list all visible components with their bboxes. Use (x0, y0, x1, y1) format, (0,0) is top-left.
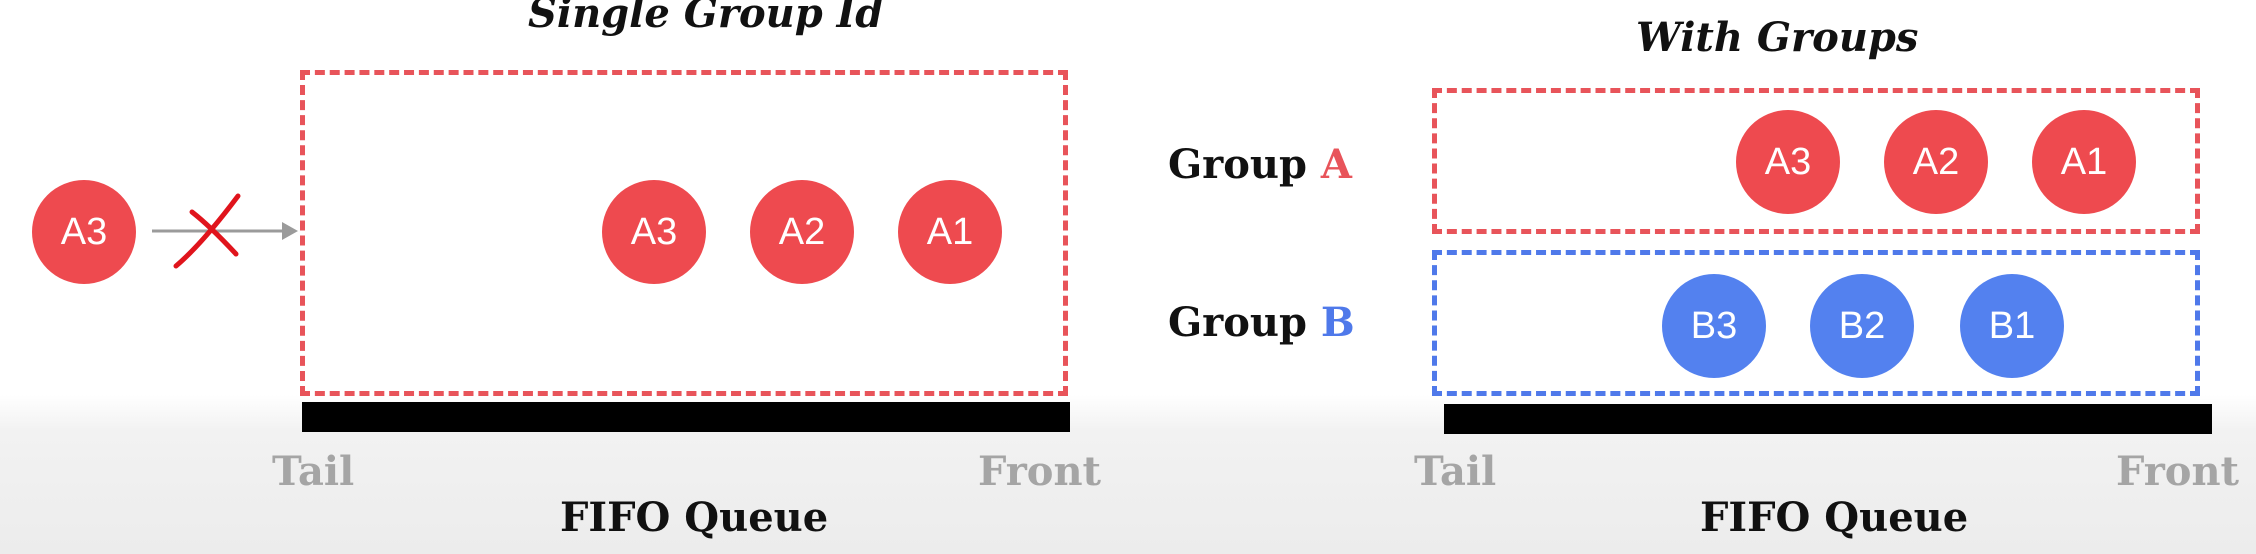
group-a-message-a2: A2 (1884, 110, 1988, 214)
right-front-label: Front (2116, 448, 2240, 495)
right-queue-bar (1444, 404, 2212, 434)
group-a-message-a3: A3 (1736, 110, 1840, 214)
group-a-label: Group A (1168, 145, 1352, 185)
group-b-label: Group B (1168, 303, 1355, 343)
incoming-message: A3 (32, 180, 136, 284)
right-queue-label: FIFO Queue (1700, 494, 1969, 541)
group-b-prefix: Group (1168, 299, 1307, 346)
left-queue-box (300, 70, 1068, 396)
group-b-message-b1: B1 (1960, 274, 2064, 378)
left-queue-message-a2: A2 (750, 180, 854, 284)
group-b-message-b3: B3 (1662, 274, 1766, 378)
group-b-box (1432, 250, 2200, 396)
group-a-message-a1: A1 (2032, 110, 2136, 214)
arrow-with-x-icon (152, 193, 298, 269)
left-queue-message-a1: A1 (898, 180, 1002, 284)
left-queue-bar (302, 402, 1070, 432)
group-a-box (1432, 88, 2200, 234)
group-a-letter: A (1320, 141, 1352, 188)
group-a-prefix: Group (1168, 141, 1307, 188)
left-title: Single Group Id (528, 0, 884, 37)
group-b-message-b2: B2 (1810, 274, 1914, 378)
group-b-letter: B (1320, 299, 1355, 346)
left-queue-message-a3: A3 (602, 180, 706, 284)
left-front-label: Front (978, 448, 1102, 495)
left-tail-label: Tail (272, 448, 355, 495)
left-queue-label: FIFO Queue (560, 494, 829, 541)
right-tail-label: Tail (1414, 448, 1497, 495)
right-title: With Groups (1636, 14, 1919, 61)
